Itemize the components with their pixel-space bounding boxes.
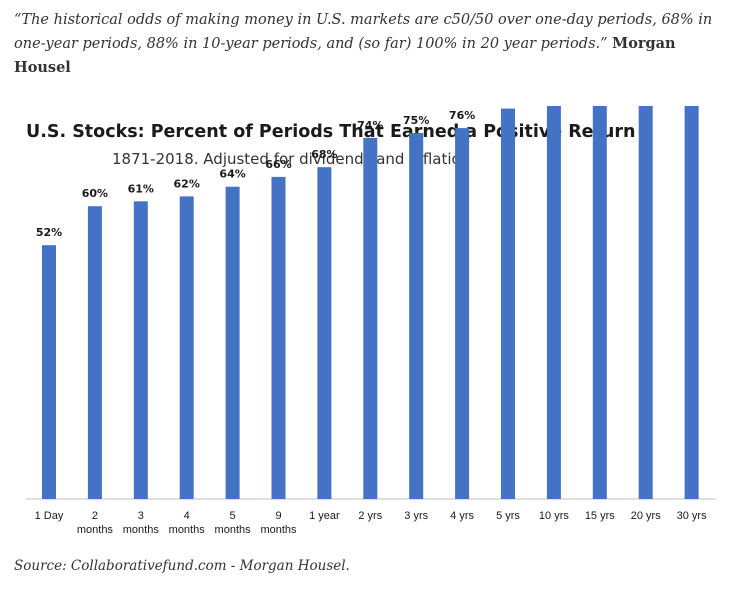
data-label: 62% <box>174 177 200 190</box>
source-caption: Source: Collaborativefund.com - Morgan H… <box>14 558 350 574</box>
category-tick-label: 5 <box>230 510 236 522</box>
bar <box>592 106 607 500</box>
bar <box>638 106 653 499</box>
category-tick-label: 3 yrs <box>404 510 428 522</box>
bar <box>317 167 332 499</box>
category-tick-label: 30 yrs <box>677 510 707 522</box>
category-tick-label: 5 yrs <box>496 510 520 522</box>
chart-container: U.S. Stocks: Percent of Periods That Ear… <box>0 106 751 546</box>
quote-block: “The historical odds of making money in … <box>14 8 736 80</box>
data-label: 74% <box>357 119 383 132</box>
category-tick-label: 10 yrs <box>539 510 569 522</box>
bar <box>546 106 561 499</box>
category-tick-label: months <box>77 524 114 536</box>
category-tick-label: 4 <box>184 510 190 522</box>
data-label: 61% <box>128 182 154 195</box>
chart-subtitle: 1871-2018. Adjusted for dividends and in… <box>112 150 471 168</box>
data-label: 75% <box>403 114 429 127</box>
bar <box>271 176 286 499</box>
category-tick-label: 2 yrs <box>358 510 382 522</box>
category-tick-label: 1 Day <box>35 510 64 522</box>
category-tick-label: months <box>123 524 160 536</box>
data-label: 76% <box>449 109 475 122</box>
bar <box>179 196 194 499</box>
chart-title: U.S. Stocks: Percent of Periods That Ear… <box>26 122 636 142</box>
quote-author: Morgan Housel <box>14 35 676 76</box>
category-tick-label: 15 yrs <box>585 510 615 522</box>
category-tick-label: 3 <box>138 510 144 522</box>
category-tick-label: months <box>169 524 206 536</box>
category-tick-label: 2 <box>92 510 98 522</box>
bar <box>501 108 515 499</box>
bar <box>363 137 378 499</box>
bar <box>455 128 470 499</box>
category-tick-label: months <box>215 524 252 536</box>
data-label: 60% <box>82 187 108 200</box>
bar <box>87 206 102 499</box>
bar-chart: 52% 1 Day 60% 2 months 61% 3 months 62% 4 months 64… <box>26 106 716 536</box>
bar <box>684 106 699 499</box>
data-label: 52% <box>36 226 62 239</box>
data-label: 64% <box>219 168 245 181</box>
category-tick-label: 4 yrs <box>450 510 474 522</box>
category-tick-label: 9 <box>275 510 281 522</box>
bar <box>133 201 148 500</box>
category-tick-label: 20 yrs <box>631 510 661 522</box>
category-tick-label: months <box>260 524 297 536</box>
quote-text: “The historical odds of making money in … <box>14 12 713 52</box>
bar <box>225 186 240 499</box>
bar <box>409 133 424 499</box>
data-label: 68% <box>311 148 337 161</box>
category-tick-label: 1 year <box>309 510 340 522</box>
bar <box>42 245 56 499</box>
data-label: 66% <box>265 158 291 171</box>
